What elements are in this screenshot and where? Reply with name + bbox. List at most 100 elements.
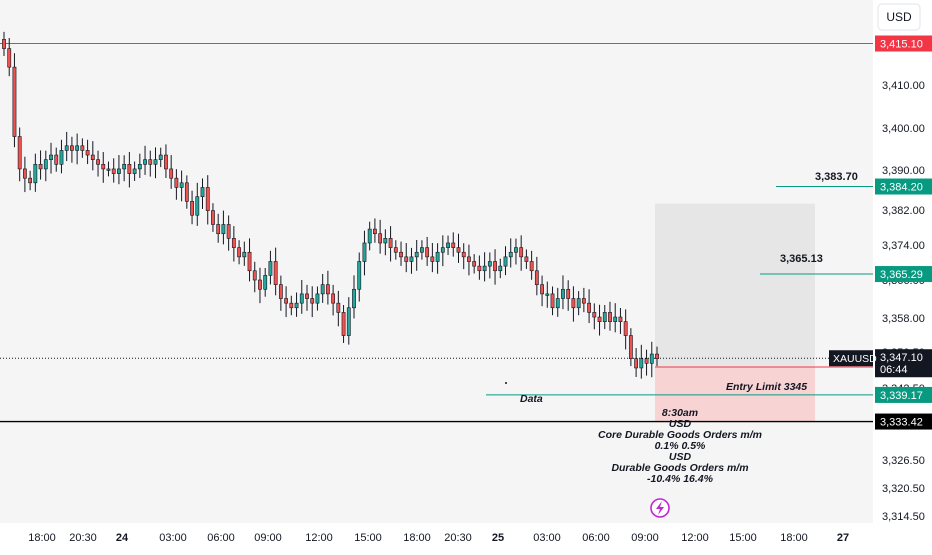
candle[interactable]: [43, 150, 48, 182]
candle[interactable]: [399, 241, 403, 266]
candle[interactable]: [373, 218, 377, 243]
level-badge-3333[interactable]: [875, 413, 932, 430]
candle[interactable]: [7, 37, 12, 77]
candle[interactable]: [482, 252, 487, 282]
candle[interactable]: [200, 178, 205, 209]
candle[interactable]: [477, 255, 482, 280]
candle[interactable]: [456, 233, 461, 263]
candle[interactable]: [597, 304, 602, 336]
candle[interactable]: [550, 286, 555, 316]
candle[interactable]: [305, 284, 309, 311]
candle[interactable]: [409, 247, 414, 274]
candle[interactable]: [33, 153, 38, 192]
candle[interactable]: [211, 203, 215, 232]
candle[interactable]: [242, 241, 247, 266]
profit-zone[interactable]: [655, 203, 815, 368]
candle[interactable]: [534, 256, 539, 296]
candle[interactable]: [498, 258, 503, 279]
candle[interactable]: [268, 250, 273, 285]
candle[interactable]: [263, 267, 268, 297]
candle[interactable]: [184, 175, 189, 209]
symbol-tag[interactable]: [829, 350, 873, 367]
candle[interactable]: [106, 161, 111, 177]
candle[interactable]: [435, 243, 440, 274]
candle[interactable]: [96, 150, 100, 177]
candle[interactable]: [540, 275, 544, 307]
candle[interactable]: [158, 147, 163, 168]
candle[interactable]: [325, 270, 330, 305]
candle[interactable]: [336, 290, 341, 327]
candle[interactable]: [320, 273, 325, 303]
candle[interactable]: [22, 156, 27, 193]
candle[interactable]: [216, 213, 221, 243]
candle[interactable]: [508, 238, 513, 268]
candle[interactable]: [587, 289, 591, 324]
candle[interactable]: [247, 238, 252, 282]
candle[interactable]: [54, 147, 59, 172]
candle[interactable]: [179, 170, 184, 202]
candle[interactable]: [362, 230, 367, 276]
candle[interactable]: [111, 158, 116, 183]
candle[interactable]: [602, 305, 607, 330]
candle[interactable]: [289, 295, 294, 316]
candle[interactable]: [425, 236, 430, 266]
candle[interactable]: [284, 286, 288, 318]
candle[interactable]: [524, 249, 529, 269]
candle[interactable]: [49, 142, 53, 174]
candle[interactable]: [310, 286, 315, 318]
candle[interactable]: [357, 252, 362, 302]
candle[interactable]: [566, 280, 571, 311]
candle[interactable]: [17, 127, 22, 182]
candle[interactable]: [378, 219, 383, 254]
candle[interactable]: [12, 53, 17, 148]
current-price-badge[interactable]: [875, 349, 932, 378]
candle[interactable]: [231, 226, 236, 262]
candle[interactable]: [252, 261, 257, 293]
candle[interactable]: [414, 239, 419, 271]
stop-zone[interactable]: [655, 367, 815, 422]
candle[interactable]: [28, 170, 33, 191]
candle[interactable]: [127, 152, 132, 188]
candle[interactable]: [576, 291, 581, 316]
candle[interactable]: [190, 190, 194, 225]
candle[interactable]: [613, 303, 618, 333]
candle[interactable]: [628, 328, 633, 367]
candle[interactable]: [164, 144, 168, 178]
candle[interactable]: [608, 301, 612, 331]
candle[interactable]: [623, 309, 628, 350]
candle[interactable]: [237, 240, 241, 265]
candle[interactable]: [649, 341, 654, 378]
candle[interactable]: [644, 349, 649, 376]
event-lightning-icon[interactable]: [650, 498, 670, 518]
candle[interactable]: [430, 242, 435, 273]
candle[interactable]: [383, 229, 388, 256]
candle[interactable]: [581, 287, 586, 313]
candle[interactable]: [117, 155, 121, 185]
candle[interactable]: [529, 250, 534, 280]
candle[interactable]: [503, 246, 508, 276]
candle[interactable]: [352, 275, 356, 319]
candle[interactable]: [561, 275, 565, 310]
candle[interactable]: [634, 348, 639, 377]
candle[interactable]: [367, 221, 372, 251]
candle[interactable]: [299, 280, 304, 314]
candle[interactable]: [64, 131, 69, 162]
candle[interactable]: [273, 247, 278, 296]
candle[interactable]: [2, 31, 6, 57]
candle[interactable]: [545, 281, 550, 308]
level-badge-3415[interactable]: [875, 35, 932, 52]
candle[interactable]: [221, 210, 226, 245]
candle[interactable]: [514, 238, 518, 265]
candle[interactable]: [555, 287, 560, 317]
candle[interactable]: [101, 152, 106, 183]
time-axis[interactable]: [0, 523, 873, 550]
candle[interactable]: [278, 275, 283, 311]
candle[interactable]: [440, 235, 445, 267]
level-badge-3384[interactable]: [875, 178, 932, 195]
candle[interactable]: [122, 155, 127, 182]
candle[interactable]: [132, 161, 137, 181]
candle[interactable]: [153, 147, 158, 179]
candle[interactable]: [388, 226, 393, 262]
candle[interactable]: [451, 232, 456, 257]
candle[interactable]: [226, 215, 231, 251]
